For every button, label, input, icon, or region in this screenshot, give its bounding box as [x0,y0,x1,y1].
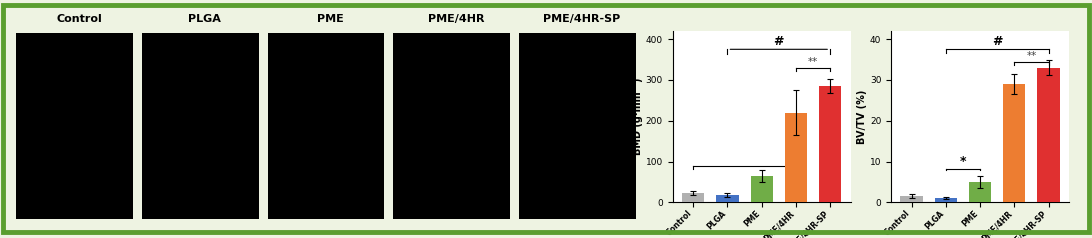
Bar [1004,84,1025,202]
Text: PME/4HR: PME/4HR [428,14,484,24]
Y-axis label: BV/TV (%): BV/TV (%) [857,89,867,144]
Bar [682,193,704,202]
Bar [785,113,807,202]
Text: #: # [992,35,1002,48]
Text: Control: Control [57,14,102,24]
Y-axis label: BMD (g·mm⁻³): BMD (g·mm⁻³) [633,78,643,155]
Text: PME: PME [317,14,344,24]
Text: **: ** [808,57,818,67]
Text: PME/4HR-SP: PME/4HR-SP [543,14,620,24]
Bar [819,86,841,202]
Text: **: ** [1026,51,1036,61]
Text: *: * [960,155,966,168]
Text: #: # [773,35,784,48]
Bar [716,195,738,202]
Bar [750,176,773,202]
Bar [1037,68,1059,202]
Bar [935,198,957,202]
Bar [901,196,923,202]
Bar [969,182,992,202]
Text: PLGA: PLGA [188,14,222,24]
